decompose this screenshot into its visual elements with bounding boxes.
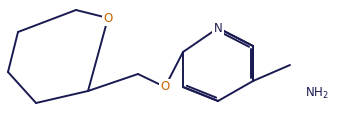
Text: N: N [213, 22, 222, 34]
Text: NH$_2$: NH$_2$ [305, 85, 329, 100]
Text: O: O [161, 80, 170, 93]
Text: O: O [103, 11, 113, 24]
